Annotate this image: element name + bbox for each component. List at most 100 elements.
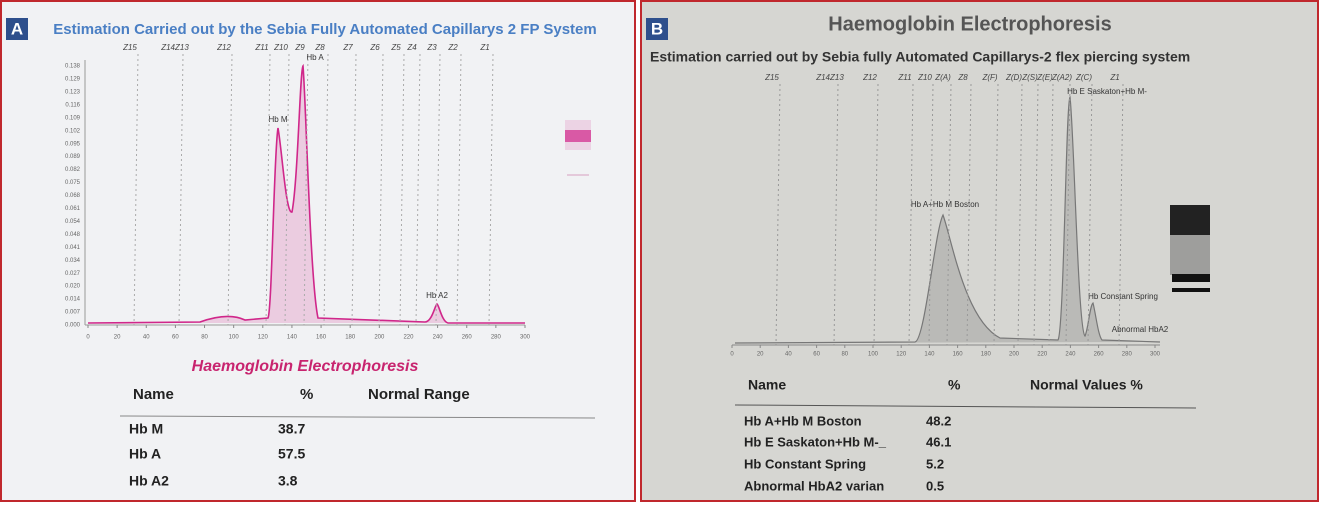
y-tick-label: 0.014: [65, 297, 81, 303]
zone-label: Z(C): [1075, 73, 1092, 82]
zone-label: Z2: [447, 43, 458, 52]
x-tick-label: 300: [1150, 352, 1161, 358]
y-tick-label: 0.102: [65, 128, 81, 134]
zone-label: Z14Z13: [815, 73, 844, 82]
table-cell: Abnormal HbA2 varian: [744, 478, 884, 493]
zone-label: Z12: [862, 73, 877, 82]
table-cell: 0.5: [926, 478, 944, 493]
x-tick-label: 60: [813, 352, 820, 358]
zone-label: Z9: [294, 43, 305, 52]
x-tick-label: 260: [462, 335, 473, 341]
title: Haemoglobin Electrophoresis: [828, 13, 1111, 35]
zone-label: Z8: [314, 43, 325, 52]
x-tick-label: 20: [757, 352, 764, 358]
zone-label: Z15: [122, 43, 137, 52]
table-header: Normal Values %: [1030, 377, 1143, 393]
zone-label: Z11: [897, 73, 911, 82]
x-tick-label: 80: [201, 335, 208, 341]
x-tick-label: 300: [520, 335, 531, 341]
x-tick-label: 220: [1037, 352, 1048, 358]
x-tick-label: 180: [345, 335, 356, 341]
x-tick-label: 20: [114, 335, 121, 341]
x-tick-label: 140: [287, 335, 298, 341]
peak-label: Hb Constant Spring: [1088, 292, 1158, 301]
table-cell: 46.1: [926, 434, 951, 449]
table-cell: Hb M: [129, 421, 163, 437]
zone-label: Z(D): [1005, 73, 1022, 82]
x-tick-label: 140: [924, 352, 935, 358]
table-cell: 5.2: [926, 456, 944, 471]
zone-label: Z10: [917, 73, 932, 82]
zone-label: Z(A2): [1051, 73, 1072, 82]
x-tick-label: 280: [1122, 352, 1133, 358]
zone-label: Z8: [957, 73, 968, 82]
zone-label: Z4: [406, 43, 417, 52]
gel-band: [1172, 288, 1210, 292]
x-tick-label: 200: [374, 335, 385, 341]
table-cell: Hb A+Hb M Boston: [744, 413, 862, 428]
x-tick-label: 240: [433, 335, 444, 341]
zone-label: Z(F): [981, 73, 997, 82]
y-tick-label: 0.061: [65, 206, 81, 212]
table-cell: 3.8: [278, 473, 298, 489]
table-header: %: [948, 377, 961, 393]
y-tick-label: 0.129: [65, 77, 81, 83]
x-tick-label: 160: [953, 352, 964, 358]
zone-label: Z11: [254, 43, 268, 52]
zone-label: Z1: [479, 43, 489, 52]
table-header: Name: [748, 377, 786, 393]
table-cell: Hb Constant Spring: [744, 456, 866, 471]
table-cell: 48.2: [926, 413, 951, 428]
zone-label: Z15: [764, 73, 779, 82]
zone-label: Z1: [1109, 73, 1119, 82]
subtitle: Estimation carried out by Sebia fully Au…: [650, 49, 1190, 65]
y-tick-label: 0.075: [65, 180, 81, 186]
table-header: Name: [133, 386, 174, 403]
figure: A B Estimation Carried out by the Sebia …: [0, 0, 1319, 502]
y-tick-label: 0.020: [65, 284, 81, 290]
table-cell: Hb A: [129, 446, 161, 462]
panel-label: A: [11, 19, 23, 38]
x-tick-label: 280: [491, 335, 502, 341]
peak-label: Abnormal HbA2: [1112, 325, 1169, 334]
table-cell: Hb A2: [129, 473, 169, 489]
y-tick-label: 0.048: [65, 232, 81, 238]
y-tick-label: 0.095: [65, 141, 81, 147]
y-tick-label: 0.082: [65, 167, 81, 173]
gel-band: [565, 120, 591, 150]
peak-label: Hb A2: [426, 291, 448, 300]
zone-label: Z3: [426, 43, 437, 52]
x-tick-label: 120: [258, 335, 269, 341]
y-tick-label: 0.041: [65, 245, 81, 251]
y-tick-label: 0.027: [65, 271, 81, 277]
x-tick-label: 200: [1009, 352, 1020, 358]
x-tick-label: 160: [316, 335, 327, 341]
zone-label: Z(S): [1021, 73, 1038, 82]
peak-label: Hb M: [268, 115, 287, 124]
y-tick-label: 0.116: [65, 102, 80, 108]
x-tick-label: 40: [785, 352, 792, 358]
panel-a: [1, 1, 635, 501]
chart-title: Haemoglobin Electrophoresis: [192, 358, 419, 375]
y-tick-label: 0.007: [65, 310, 81, 316]
x-tick-label: 120: [896, 352, 907, 358]
x-tick-label: 60: [172, 335, 179, 341]
zone-label: Z6: [369, 43, 380, 52]
peak-label: Hb E Saskaton+Hb M-: [1067, 87, 1147, 96]
x-tick-label: 180: [981, 352, 992, 358]
y-tick-label: 0.089: [65, 154, 81, 160]
zone-label: Z(A): [934, 73, 951, 82]
y-tick-label: 0.054: [65, 219, 81, 225]
x-tick-label: 100: [229, 335, 240, 341]
x-tick-label: 220: [403, 335, 414, 341]
table-header: %: [300, 386, 313, 403]
zone-label: Z5: [390, 43, 401, 52]
panel-b: [641, 1, 1318, 501]
x-tick-label: 100: [868, 352, 879, 358]
gel-band: [1170, 235, 1210, 275]
zone-label: Z10: [273, 43, 288, 52]
zone-label: Z(E): [1036, 73, 1053, 82]
zone-label: Z12: [216, 43, 231, 52]
gel-band: [1172, 274, 1210, 282]
table-cell: Hb E Saskaton+Hb M-_: [744, 434, 887, 449]
